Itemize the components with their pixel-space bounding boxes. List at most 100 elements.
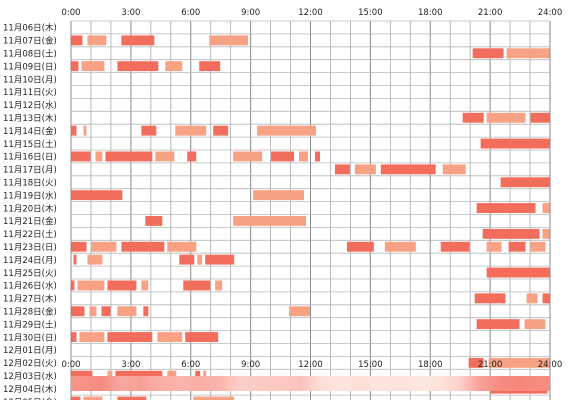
activity-bar bbox=[107, 280, 137, 291]
activity-bar bbox=[71, 151, 91, 162]
row-label: 11月26日(水) bbox=[3, 281, 57, 292]
activity-bar bbox=[257, 125, 316, 136]
row-label: 11月14日(金) bbox=[3, 126, 57, 137]
activity-bar bbox=[476, 319, 520, 330]
activity-bar bbox=[83, 125, 87, 136]
activity-bar bbox=[380, 164, 436, 175]
activity-bar bbox=[71, 35, 83, 46]
row-labels: 11月06日(木) 11月07日(金) 11月08日(土) 11月09日(日) 11月1… bbox=[3, 23, 57, 400]
activity-bar bbox=[506, 48, 550, 59]
x-tick-label-bottom: 15:00 bbox=[358, 360, 383, 370]
activity-bar bbox=[167, 370, 177, 381]
activity-bar bbox=[354, 164, 376, 175]
activity-bar bbox=[299, 151, 309, 162]
activity-bar bbox=[440, 241, 470, 252]
activity-bar bbox=[101, 306, 111, 317]
activity-bar bbox=[530, 241, 546, 252]
x-tick-label-top: 0:00 bbox=[61, 8, 80, 18]
activity-bar bbox=[83, 396, 103, 400]
row-label: 12月05日(金) bbox=[3, 397, 57, 400]
x-tick-label-top: 12:00 bbox=[298, 8, 323, 18]
activity-bar bbox=[117, 61, 159, 72]
x-tick-label-bottom: 9:00 bbox=[241, 360, 260, 370]
x-tick-label-top: 21:00 bbox=[478, 8, 503, 18]
activity-bar bbox=[71, 190, 123, 201]
activity-bar bbox=[542, 293, 550, 304]
activity-bar bbox=[167, 241, 197, 252]
row-label: 11月17日(月) bbox=[3, 166, 57, 176]
row-label: 11月29日(土) bbox=[3, 319, 57, 330]
row-label: 11月20日(木) bbox=[3, 203, 57, 214]
activity-bar bbox=[253, 190, 305, 201]
row-label: 12月03日(水) bbox=[3, 371, 57, 382]
activity-bar bbox=[215, 280, 223, 291]
row-label: 11月27日(木) bbox=[3, 294, 57, 305]
x-tick-label-bottom: 6:00 bbox=[181, 360, 200, 370]
activity-bar bbox=[115, 370, 163, 381]
row-label: 11月22日(土) bbox=[3, 229, 57, 240]
row-label: 11月28日(金) bbox=[3, 307, 57, 318]
activity-bar bbox=[213, 125, 229, 136]
row-label: 12月02日(火) bbox=[3, 359, 57, 369]
row-label: 11月09日(日) bbox=[3, 62, 57, 72]
activity-bar bbox=[542, 228, 550, 239]
x-tick-label-top: 15:00 bbox=[358, 8, 383, 18]
activity-bar bbox=[500, 177, 550, 188]
activity-bar bbox=[79, 332, 105, 342]
activity-bar bbox=[334, 164, 350, 175]
activity-bar bbox=[462, 112, 484, 123]
heat-strip bbox=[71, 376, 550, 391]
row-label: 11月10日(月) bbox=[3, 75, 57, 85]
activity-bar bbox=[187, 151, 197, 162]
activity-bar bbox=[482, 228, 540, 239]
activity-bar bbox=[205, 254, 235, 265]
activity-bar bbox=[155, 151, 175, 162]
activity-bar bbox=[271, 151, 295, 162]
activity-bar bbox=[87, 35, 107, 46]
x-tick-label-bottom: 3:00 bbox=[121, 360, 140, 370]
activity-bar bbox=[121, 241, 165, 252]
x-tick-label-bottom: 24:00 bbox=[538, 360, 563, 370]
bars bbox=[71, 35, 550, 400]
activity-bar bbox=[175, 125, 207, 136]
activity-bar bbox=[71, 396, 81, 400]
x-tick-label-bottom: 12:00 bbox=[298, 360, 323, 370]
activity-bar bbox=[117, 396, 147, 400]
x-tick-label-top: 24:00 bbox=[538, 8, 563, 18]
activity-bar bbox=[472, 48, 504, 59]
row-label: 11月30日(日) bbox=[3, 333, 57, 343]
row-label: 11月06日(木) bbox=[3, 23, 57, 34]
row-label: 12月04日(木) bbox=[3, 384, 57, 395]
activity-bar bbox=[486, 112, 526, 123]
x-tick-label-bottom: 0:00 bbox=[61, 360, 80, 370]
bottom-axis: 0:00 3:00 6:00 9:00 12:00 15:00 18:00 21:00 24:0… bbox=[61, 360, 562, 370]
activity-bar bbox=[107, 370, 113, 381]
top-axis: 0:00 3:00 6:00 9:00 12:00 15:00 18:00 21:00 24:0… bbox=[61, 8, 562, 18]
activity-bar bbox=[233, 151, 263, 162]
activity-bar bbox=[141, 280, 149, 291]
activity-bar bbox=[89, 306, 97, 317]
x-tick-label-top: 3:00 bbox=[121, 8, 140, 18]
activity-bar bbox=[183, 280, 211, 291]
row-label: 11月12日(水) bbox=[3, 100, 57, 111]
row-label: 11月19日(水) bbox=[3, 190, 57, 201]
activity-bar bbox=[486, 267, 550, 278]
activity-bar bbox=[87, 254, 103, 265]
activity-bar bbox=[71, 306, 85, 317]
activity-bar bbox=[526, 293, 538, 304]
activity-bar bbox=[486, 241, 502, 252]
activity-bar bbox=[488, 357, 550, 368]
activity-bar bbox=[145, 216, 163, 226]
activity-bar bbox=[71, 370, 93, 381]
activity-bar bbox=[77, 280, 105, 291]
activity-bar bbox=[314, 151, 320, 162]
activity-bar bbox=[105, 151, 153, 162]
x-tick-label-top: 18:00 bbox=[418, 8, 443, 18]
row-label: 11月11日(火) bbox=[3, 88, 57, 98]
activity-bar bbox=[346, 241, 374, 252]
row-label: 11月16日(日) bbox=[3, 153, 57, 163]
activity-bar bbox=[508, 241, 526, 252]
activity-bar bbox=[474, 293, 506, 304]
activity-bar bbox=[165, 61, 183, 72]
activity-bar bbox=[199, 61, 221, 72]
